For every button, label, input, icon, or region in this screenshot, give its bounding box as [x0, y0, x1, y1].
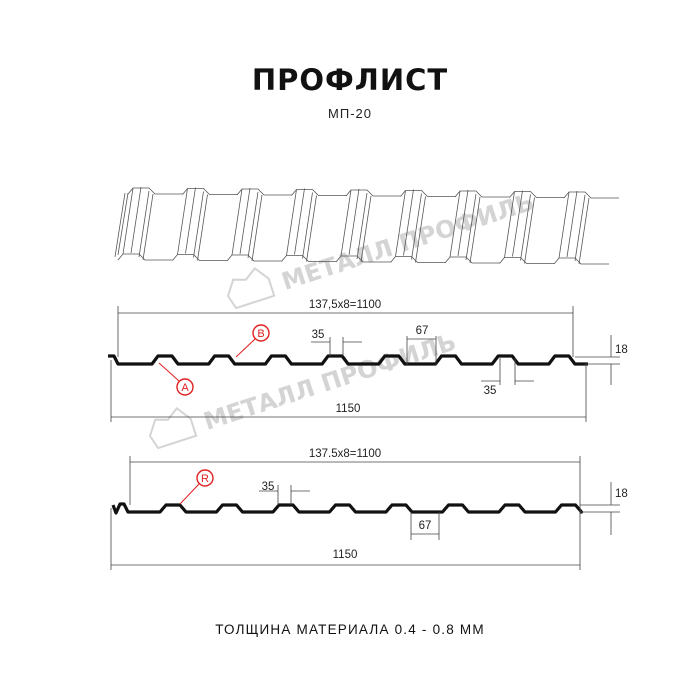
- isometric-rib-line: [182, 188, 238, 195]
- isometric-rib-line: [449, 189, 481, 264]
- profile-2-trough-label: 67: [419, 520, 432, 532]
- isometric-rib-line: [236, 188, 292, 196]
- marker-a: A: [158, 362, 194, 396]
- isometric-rib-line: [127, 187, 183, 195]
- profile-2-line: [111, 502, 584, 515]
- isometric-rib-line: [286, 188, 317, 262]
- isometric-rib-line: [281, 255, 337, 262]
- profile-1-trough-label: 67: [416, 325, 429, 337]
- profile-2-section: 137.5x8=1100 1150 35 67 18 R: [110, 448, 628, 570]
- isometric-rib-line: [345, 189, 401, 197]
- isometric-rib-line: [117, 253, 173, 261]
- isometric-rib-line: [395, 189, 426, 263]
- svg-text:B: B: [257, 328, 264, 340]
- profile-2-pitch-label: 137.5x8=1100: [309, 448, 381, 460]
- isometric-rib-line: [177, 187, 208, 261]
- isometric-rib-line: [444, 256, 500, 264]
- isometric-rib-line: [335, 255, 391, 263]
- isometric-rib-line: [504, 190, 535, 264]
- watermark-logo-icon: [226, 266, 276, 310]
- marker-r: R: [179, 469, 214, 505]
- profile-1-section: 137,5x8=1100 1150 35 67 35 18 B A: [108, 299, 628, 422]
- profile-2-dimension-lines: [110, 456, 620, 570]
- isometric-rib-line: [454, 190, 510, 198]
- watermark-1: МЕТАЛЛ ПРОФИЛЬ: [226, 188, 538, 310]
- material-thickness-note: ТОЛЩИНА МАТЕРИАЛА 0.4 - 0.8 ММ: [215, 622, 485, 637]
- profile-2-rib-top-label: 35: [262, 481, 275, 493]
- isometric-rib-line: [231, 187, 263, 262]
- isometric-rib-line: [122, 186, 154, 261]
- profile-1-rib-top-label: 35: [312, 329, 325, 341]
- svg-text:R: R: [201, 473, 209, 485]
- profile-2-height-label: 18: [615, 488, 628, 500]
- isometric-rib-line: [172, 254, 228, 261]
- isometric-rib-line: [499, 257, 555, 264]
- isometric-sheet-view: [114, 186, 619, 265]
- profile-2-width-label: 1150: [333, 549, 358, 561]
- svg-text:A: A: [181, 382, 189, 394]
- watermark-text: МЕТАЛЛ ПРОФИЛЬ: [278, 188, 537, 296]
- profile-1-dimension-lines: [110, 306, 620, 422]
- isometric-rib-line: [226, 254, 282, 262]
- profile-1-rib-bottom-label: 35: [484, 385, 497, 397]
- profile-1-pitch-label: 137,5x8=1100: [309, 299, 381, 311]
- marker-b: B: [235, 324, 270, 358]
- page-title: ПРОФЛИСТ: [252, 63, 448, 97]
- page-subtitle: МП-20: [328, 106, 372, 121]
- isometric-rib-line: [553, 257, 609, 265]
- isometric-rib-line: [291, 189, 347, 196]
- isometric-rib-line: [509, 191, 565, 198]
- isometric-rib-line: [563, 191, 619, 199]
- isometric-rib-line: [558, 190, 590, 265]
- profile-1-line: [108, 354, 588, 366]
- isometric-rib-line: [390, 256, 446, 263]
- isometric-rib-line: [340, 188, 372, 263]
- isometric-rib-line: [114, 192, 129, 258]
- profile-1-width-label: 1150: [336, 403, 361, 415]
- profile-1-height-label: 18: [615, 344, 628, 356]
- watermark-logo-icon: [148, 406, 198, 450]
- isometric-rib-line: [400, 190, 456, 197]
